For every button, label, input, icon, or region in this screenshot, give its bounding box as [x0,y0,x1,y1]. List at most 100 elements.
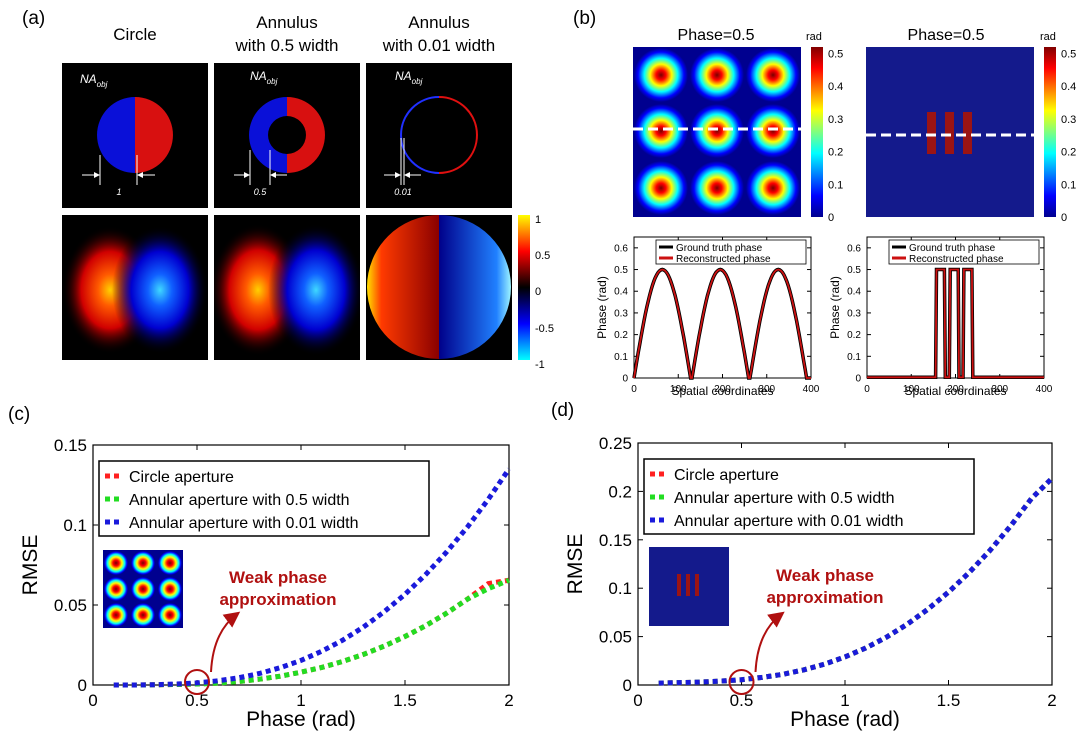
x-tick-label: 0 [88,691,97,710]
y-axis-label: Phase (rad) [595,276,609,339]
a-colorbar [518,215,530,360]
a-col1-title: Circle [113,25,156,44]
annotation-text: Weak phase [776,566,874,585]
x-tick-label: 1.5 [393,691,417,710]
y-tick-label: 0.1 [847,352,861,363]
a-col3-title-2: with 0.01 width [382,36,495,55]
y-tick-label: 0.15 [54,436,87,455]
b-cb2-tick: 0.1 [1061,179,1076,191]
b-cb2-tick: 0 [1061,212,1067,224]
x-tick-label: 0 [631,384,637,395]
b-colorbar-2 [1044,47,1056,217]
y-axis-label: Phase (rad) [828,276,842,339]
legend-box [98,460,430,537]
phase-dot-1-1 [690,104,744,158]
x-tick-label: 100 [903,384,920,395]
annotation-circle [728,669,755,695]
x-axis-label: Phase (rad) [246,708,356,731]
y-tick-label: 0 [78,676,87,695]
y-tick-label: 0 [622,374,628,385]
svg-text:NAobj: NAobj [395,69,423,86]
b-cb2-tick: 0.5 [1061,49,1076,61]
b-cb1-tick: 0 [828,212,834,224]
panel-label-a: (a) [22,8,45,29]
b-map1-title: Phase=0.5 [678,27,755,44]
legend-entry: Annular aperture with 0.5 width [674,490,895,507]
x-tick-label: 2 [1047,691,1056,710]
legend-box [655,239,807,265]
na-label-2: NA [250,69,267,83]
inset-dot-1-1 [131,577,155,601]
a-aperture-annulus-thin: NAobj 0.01 [366,63,512,208]
x-axis-label: Spatial coordinates [671,384,773,398]
b-cb1-tick: 0.1 [828,179,843,191]
y-tick-label: 0.1 [608,579,632,598]
a-cb-tick-3: 0 [535,286,541,298]
annotation-arrow [210,611,241,673]
inset-dot-0-1 [131,551,155,575]
a-tf-circle [62,215,208,360]
inset-dot-2-0 [104,603,128,627]
legend-box [888,239,1040,265]
phase-dot-1-0 [634,104,688,158]
x-axis-label: Phase (rad) [790,708,900,731]
panel-label-d: (d) [551,400,574,421]
y-tick-label: 0.5 [847,265,861,276]
b-cb1-tick: 0.5 [828,49,843,61]
y-tick-label: 0 [623,676,632,695]
b-map-dots [633,47,801,217]
legend-box [643,458,975,535]
legend-entry: Circle aperture [674,467,779,484]
annotation-circle [184,669,210,695]
y-tick-label: 0.05 [54,596,87,615]
x-tick-label: 0 [633,691,642,710]
y-axis-label: RMSE [564,534,587,595]
y-tick-label: 0.2 [847,330,861,341]
b-colorbar-1 [811,47,823,217]
x-tick-label: 2 [504,691,513,710]
y-tick-label: 0.4 [847,287,861,298]
inset-dot-0-2 [158,551,182,575]
d-inset-bars [649,547,729,626]
width-label-3: 0.01 [394,187,412,197]
y-tick-label: 0.1 [614,352,628,363]
inset-dot-2-2 [158,603,182,627]
y-tick-label: 0.6 [847,243,861,254]
y-tick-label: 0.05 [599,628,632,647]
width-label-1: 1 [116,187,121,197]
phase-dot-0-0 [634,48,688,102]
b-map2-title: Phase=0.5 [908,27,985,44]
x-tick-label: 300 [991,384,1008,395]
annotation-text: approximation [219,590,336,609]
x-tick-label: 1.5 [937,691,961,710]
y-tick-label: 0.3 [847,308,861,319]
b-cb2-tick: 0.4 [1061,81,1076,93]
y-tick-label: 0.2 [614,330,628,341]
a-cb-tick-4: -0.5 [535,323,554,335]
legend-entry: Circle aperture [129,469,234,486]
b-map-bars [866,47,1034,217]
y-tick-label: 0.25 [599,434,632,453]
y-axis-label: RMSE [19,535,42,596]
series-line-ground-truth [632,267,811,380]
chart-c: 0 0.5 1 1.5 2 0 0.05 0.1 0.15 Phase (rad) RMSE Circ… [19,436,514,731]
annotation-text: approximation [766,588,883,607]
x-tick-label: 200 [947,384,964,395]
width-label-2: 0.5 [254,187,268,197]
a-col2-title-2: with 0.5 width [235,36,339,55]
phase-dot-1-2 [746,104,800,158]
b-cb1-tick: 0.4 [828,81,843,93]
phase-dot-0-2 [746,48,800,102]
phase-dot-2-0 [634,161,688,215]
c-inset-dots [103,550,183,628]
legend-entry: Annular aperture with 0.01 width [674,513,903,530]
x-tick-label: 0.5 [730,691,754,710]
svg-text:NAobj: NAobj [80,72,108,89]
phase-dot-2-2 [746,161,800,215]
a-aperture-circle: NAobj 1 [62,63,208,208]
y-tick-label: 0.15 [599,531,632,550]
b-cb1-tick: 0.2 [828,147,843,159]
na-label-1: NA [80,72,97,86]
a-cb-tick-5: -1 [535,359,545,371]
y-tick-label: 0.5 [614,265,628,276]
